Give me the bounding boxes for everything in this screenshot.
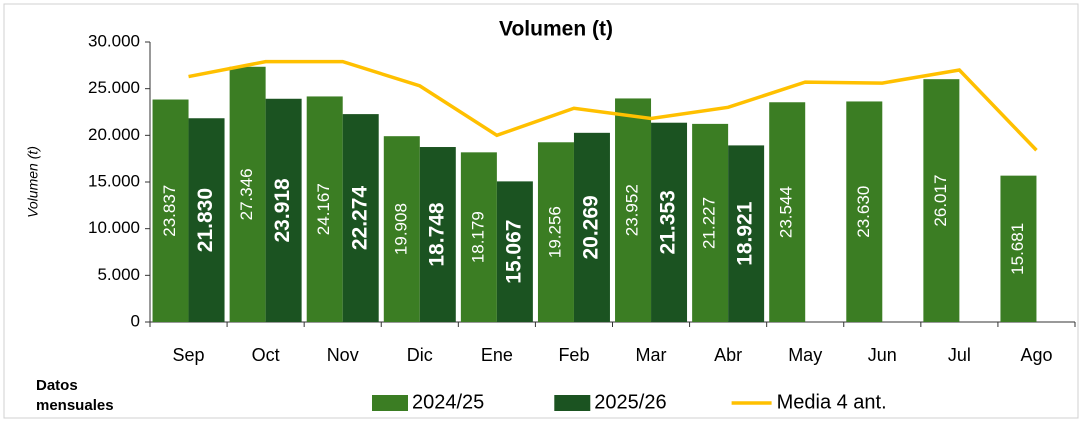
legend-label: Media 4 ant.	[777, 391, 887, 413]
y-tick-label: 25.000	[88, 78, 140, 97]
data-label: 27.346	[237, 168, 256, 220]
x-tick-label: Jul	[948, 345, 971, 365]
bar	[615, 98, 652, 322]
data-label: 23.918	[271, 178, 294, 243]
y-tick-label: 15.000	[88, 171, 140, 190]
x-tick-label: Mar	[636, 345, 667, 365]
data-label: 23.630	[854, 186, 873, 238]
bar	[460, 152, 497, 322]
data-label: 21.830	[194, 188, 217, 252]
bar	[188, 118, 225, 323]
legend-label: 2025/26	[594, 391, 666, 413]
x-tick-label: Ago	[1020, 345, 1052, 365]
y-tick-label: 0	[131, 311, 140, 330]
x-tick-label: Feb	[558, 345, 589, 365]
bar	[265, 98, 302, 322]
bar	[923, 79, 960, 322]
bar	[496, 181, 533, 322]
data-label: 22.274	[348, 186, 371, 251]
bar	[573, 132, 610, 322]
bar	[419, 147, 456, 322]
bar	[152, 99, 189, 322]
data-label: 23.544	[777, 186, 796, 238]
y-tick-label: 20.000	[88, 125, 140, 144]
data-label: 21.353	[657, 190, 680, 254]
bar	[342, 114, 379, 322]
legend-label: 2024/25	[412, 391, 484, 413]
data-label: 15.681	[1008, 223, 1027, 275]
bar	[537, 142, 574, 322]
y-axis-label: Volumen (t)	[25, 146, 41, 218]
data-label: 19.908	[391, 203, 410, 255]
bar	[229, 66, 266, 323]
y-tick-label: 5.000	[97, 265, 140, 284]
bar	[769, 102, 806, 322]
bar	[306, 96, 343, 322]
data-label: 24.167	[314, 183, 333, 235]
data-label: 19.256	[545, 206, 564, 258]
data-label: 21.227	[700, 197, 719, 249]
data-label: 20.269	[580, 195, 603, 259]
x-tick-label: Ene	[481, 345, 513, 365]
x-tick-label: Dic	[407, 345, 433, 365]
legend-swatch	[372, 395, 408, 411]
data-label: 18.748	[425, 202, 448, 267]
note: Datos mensuales	[36, 377, 114, 414]
x-tick-label: May	[788, 345, 822, 365]
data-label: 26.017	[931, 175, 950, 227]
x-tick-label: Oct	[252, 345, 280, 365]
data-label: 18.179	[468, 211, 487, 263]
x-tick-label: Jun	[868, 345, 897, 365]
bar	[728, 145, 765, 322]
line-series	[188, 59, 1038, 152]
data-label: 15.067	[502, 220, 525, 284]
legend-swatch	[554, 395, 591, 411]
x-tick-label: Nov	[327, 345, 359, 365]
y-tick-label: 10.000	[88, 218, 140, 237]
bar	[846, 101, 883, 322]
data-label: 23.837	[160, 185, 179, 237]
data-label: 18.921	[734, 201, 757, 266]
y-tick-label: 30.000	[88, 31, 140, 50]
bar	[692, 123, 729, 322]
bar	[651, 122, 688, 323]
chart-title: Volumen (t)	[499, 18, 613, 41]
bar	[383, 136, 420, 322]
x-tick-label: Abr	[714, 345, 742, 365]
data-label: 23.952	[623, 184, 642, 236]
x-tick-label: Sep	[173, 345, 205, 365]
bar	[1000, 175, 1037, 322]
